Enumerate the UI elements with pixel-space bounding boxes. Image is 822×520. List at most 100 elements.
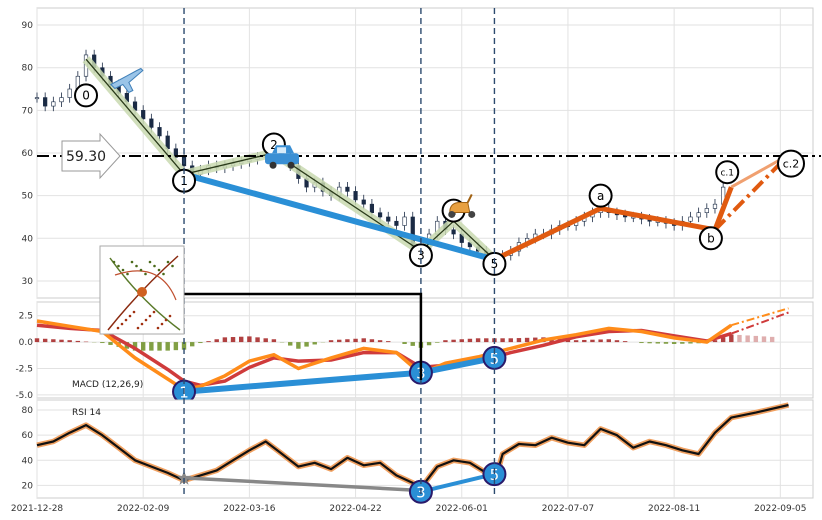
impulse-wave-label-3-circle — [408, 243, 433, 268]
candle-body — [361, 199, 366, 205]
y-tick-label: 70 — [22, 106, 34, 116]
rsi-divergence-line-blue — [420, 472, 495, 494]
macd-histogram-bar — [606, 339, 611, 343]
macd-histogram-bar — [590, 339, 595, 343]
candle-body — [353, 191, 358, 201]
level-arrow-badge — [61, 132, 121, 180]
rsi-panel-label: RSI 14 — [72, 408, 101, 418]
macd-histogram-bar — [622, 341, 628, 343]
macd-histogram-bar — [75, 340, 81, 343]
macd-signal-line — [36, 323, 732, 388]
macd-histogram-bar — [222, 337, 228, 343]
y-tick-label: 50 — [22, 192, 34, 202]
macd-histogram-bar — [467, 338, 473, 343]
candle-body — [402, 216, 407, 226]
inset-dot — [112, 260, 116, 264]
scooter-handle — [466, 193, 473, 203]
y-tick-label: 2.5 — [19, 312, 33, 322]
level-value-label: 59.30 — [66, 149, 106, 165]
candle-body — [369, 203, 375, 214]
candle-body — [386, 216, 391, 222]
candle-body — [394, 220, 399, 226]
impulse-wave-label-2: 2 — [270, 138, 278, 152]
inset-dot — [168, 314, 172, 318]
impulse-wave-label-5: 5 — [491, 257, 499, 271]
macd-histogram-bar — [639, 342, 644, 344]
x-tick-label: 2022-09-05 — [754, 504, 806, 514]
macd-histogram-bar — [312, 342, 317, 345]
rsi-line — [36, 403, 789, 489]
macd-histogram-bar — [165, 342, 170, 351]
macd-histogram-bar — [263, 338, 268, 343]
inset-dot — [152, 310, 156, 314]
corrective-wave-label-a-circle — [588, 183, 613, 208]
macd-histogram-bar — [508, 338, 513, 343]
corrective-wave-label-c2-circle — [777, 149, 805, 178]
inset-thumbnail-icon — [99, 245, 185, 335]
y-tick-label: 30 — [22, 277, 34, 287]
macd-histogram-bar — [386, 341, 391, 343]
macd-histogram-bar — [663, 342, 669, 344]
macd-histogram-bar — [484, 338, 489, 343]
macd-histogram-bar — [426, 342, 432, 346]
candle-body — [59, 97, 64, 103]
car-window — [277, 147, 287, 154]
macd-histogram-bar — [443, 340, 448, 343]
y-tick-label: -5.0 — [15, 391, 33, 401]
rsi-divergence-label: 5 — [490, 466, 500, 484]
inset-dot — [148, 314, 152, 318]
inset-dot — [135, 264, 138, 268]
macd-histogram-bar — [720, 337, 726, 343]
corrective-wave-label-a: a — [597, 189, 604, 203]
macd-histogram-bar — [647, 342, 652, 344]
macd-histogram-bar — [582, 339, 587, 343]
inset-dot — [164, 318, 168, 322]
y-tick-label: 90 — [22, 21, 34, 31]
macd-histogram-bar — [688, 342, 693, 344]
macd-histogram-bar — [255, 337, 260, 343]
x-tick-label: 2022-08-11 — [648, 504, 700, 514]
inset-curve — [114, 270, 177, 301]
macd-histogram-bar — [337, 339, 342, 343]
macd-histogram-bar — [247, 336, 252, 343]
candle-body — [345, 186, 350, 192]
inset-dot — [144, 318, 148, 322]
y-tick-label: 20 — [22, 481, 34, 491]
macd-histogram-bar — [59, 339, 64, 343]
candle-body — [451, 229, 456, 235]
macd-histogram-bar — [51, 339, 56, 343]
rsi-divergence-line — [183, 476, 421, 493]
macd-histogram-bar — [239, 336, 244, 343]
inset-dot — [121, 268, 125, 272]
macd-histogram-bar — [173, 342, 179, 351]
inset-dot — [148, 260, 152, 264]
macd-histogram-bar — [214, 339, 219, 343]
macd-histogram-bar — [729, 334, 734, 343]
signal-projection — [730, 311, 789, 335]
macd-histogram-bar — [132, 342, 138, 351]
y-tick-label: -2.5 — [15, 364, 33, 374]
y-tick-label: 60 — [22, 149, 34, 159]
car-body — [265, 153, 300, 165]
macd-histogram-bar — [516, 338, 522, 343]
rsi-panel: 8060402035RSI 14 — [22, 399, 814, 504]
macd-histogram-bar — [377, 340, 383, 343]
candle-body — [696, 212, 701, 218]
macd-histogram-bar — [402, 342, 407, 344]
inset-curve — [109, 257, 181, 331]
inset-dot — [160, 322, 164, 326]
macd-histogram-bar — [533, 337, 538, 343]
inset-dot — [139, 268, 143, 272]
projection-line-dashdot — [713, 153, 790, 232]
y-tick-label: 80 — [22, 64, 34, 74]
macd-histogram-bar — [435, 342, 440, 343]
inset-dot — [132, 310, 136, 314]
candle-body — [712, 203, 718, 209]
macd-histogram-bar — [737, 334, 742, 343]
macd-histogram-bar — [712, 340, 718, 343]
inset-dot — [120, 322, 124, 326]
corrective-wave-label-b: b — [707, 232, 715, 246]
macd-histogram-bar — [149, 342, 154, 351]
candle-body — [43, 97, 48, 107]
inset-dot — [156, 326, 160, 330]
